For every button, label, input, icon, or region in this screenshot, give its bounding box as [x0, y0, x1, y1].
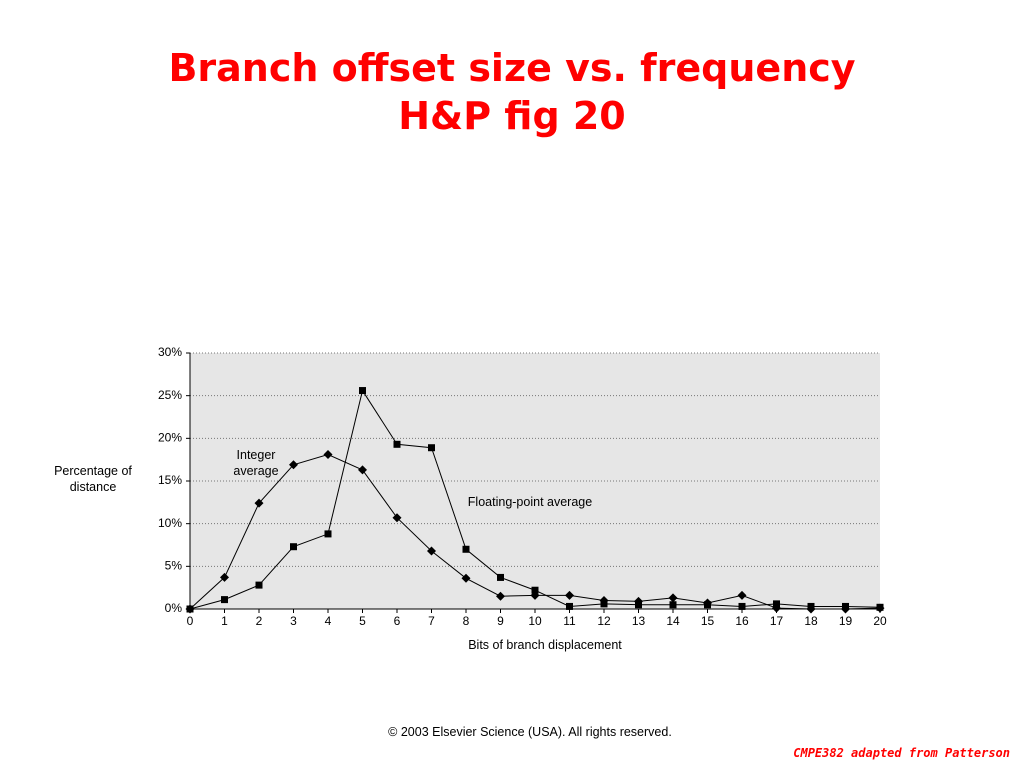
x-tick-label: 20: [873, 614, 887, 628]
marker: [496, 591, 505, 601]
y-tick-label: 0%: [165, 601, 183, 615]
x-tick-label: 13: [632, 614, 646, 628]
x-tick-label: 12: [597, 614, 611, 628]
marker: [462, 545, 470, 553]
series-label: Integer average: [233, 448, 279, 478]
x-tick-label: 14: [666, 614, 680, 628]
marker: [186, 605, 194, 613]
marker: [565, 590, 574, 600]
x-tick-label: 4: [325, 614, 332, 628]
marker: [738, 602, 746, 610]
marker: [737, 590, 747, 600]
y-tick-label: 10%: [158, 516, 182, 530]
x-tick-label: 11: [563, 614, 576, 628]
title: Branch offset size vs. frequency: [168, 46, 856, 90]
y-tick-label: 20%: [158, 431, 182, 445]
x-tick-label: 8: [463, 614, 470, 628]
marker: [669, 601, 677, 609]
marker: [358, 465, 367, 475]
footer: CMPE382 adapted from Patterson: [793, 746, 1010, 760]
x-tick-label: 6: [394, 614, 401, 628]
marker: [566, 602, 573, 610]
y-tick-label: 15%: [158, 473, 182, 487]
x-tick-label: 16: [735, 614, 749, 628]
x-tick-label: 2: [256, 614, 263, 628]
marker: [668, 593, 678, 603]
x-tick-label: 7: [428, 614, 435, 628]
marker: [842, 602, 849, 610]
marker: [807, 602, 815, 610]
x-tick-label: 15: [701, 614, 715, 628]
y-tick-label: 25%: [158, 388, 182, 402]
y-tick-label: 5%: [165, 559, 183, 573]
marker: [359, 387, 366, 395]
marker: [427, 546, 436, 556]
y-tick-label: 30%: [158, 345, 182, 359]
copyright: © 2003 Elsevier Science (USA). All right…: [388, 725, 672, 739]
x-tick-label: 17: [770, 614, 784, 628]
x-tick-label: 19: [839, 614, 853, 628]
marker: [290, 543, 297, 551]
series-label: Floating-point average: [467, 495, 593, 509]
marker: [392, 513, 402, 523]
x-tick-label: 1: [221, 614, 228, 628]
marker: [428, 444, 435, 452]
marker: [220, 572, 229, 582]
marker: [876, 603, 884, 611]
marker: [635, 601, 642, 609]
marker: [254, 498, 264, 508]
marker: [461, 573, 471, 583]
x-tick-label: 3: [290, 614, 297, 628]
marker: [289, 460, 298, 470]
marker: [497, 573, 504, 581]
marker: [323, 450, 333, 460]
x-tick-label: 18: [804, 614, 818, 628]
marker: [600, 600, 608, 608]
marker: [324, 530, 332, 538]
subtitle: H&P fig 20: [398, 94, 626, 138]
marker: [221, 596, 228, 604]
x-axis-label: Bits of branch displacement: [468, 638, 622, 652]
marker: [704, 601, 711, 609]
marker: [531, 586, 539, 594]
x-tick-label: 9: [497, 614, 504, 628]
x-tick-label: 5: [359, 614, 366, 628]
x-tick-label: 10: [528, 614, 542, 628]
x-tick-label: 0: [187, 614, 194, 628]
marker: [393, 440, 401, 448]
marker: [255, 581, 263, 589]
y-axis-label: Percentage of distance: [54, 464, 132, 494]
marker: [773, 600, 780, 608]
